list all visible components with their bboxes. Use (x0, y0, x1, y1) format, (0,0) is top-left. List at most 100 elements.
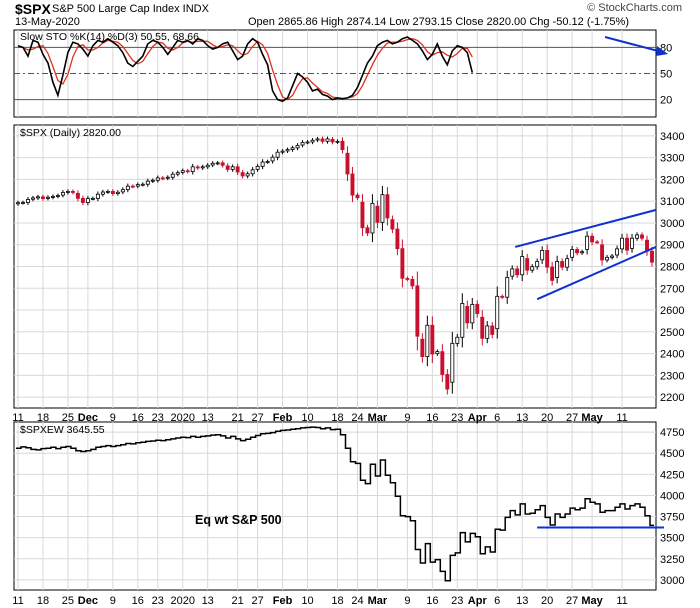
ew-x-label: May (581, 595, 603, 607)
spx-candle (455, 336, 460, 344)
spx-candle (465, 306, 470, 324)
spx-candle (255, 165, 260, 170)
ew-tick-label: 4250 (660, 469, 684, 481)
spx-candle (120, 189, 125, 193)
ew-tick-label: 4750 (660, 427, 684, 439)
spx-title: $SPX (Daily) 2820.00 (20, 127, 121, 139)
spx-candle (460, 303, 465, 338)
spx-x-label: Dec (78, 412, 98, 424)
spx-candle (135, 184, 140, 187)
spx-candle (330, 138, 335, 143)
spx-candle (105, 190, 110, 193)
spx-x-label: 6 (494, 412, 500, 424)
spx-x-label: 9 (404, 412, 410, 424)
spx-x-label: 23 (451, 412, 463, 424)
spx-x-label: 11 (12, 412, 23, 424)
spx-candle (400, 248, 405, 279)
spx-candle (425, 324, 430, 358)
ew-x-label: 21 (232, 595, 244, 607)
spx-candle (505, 276, 510, 298)
spx-candle (530, 266, 535, 271)
spx-candle (50, 196, 55, 198)
ew-x-label: 23 (451, 595, 463, 607)
spx-candle (290, 147, 295, 150)
spx-x-label: 10 (301, 412, 313, 424)
spx-candle (385, 194, 390, 219)
spx-x-label: 18 (37, 412, 49, 424)
spx-candle (180, 170, 185, 173)
ew-x-label: Apr (468, 595, 488, 607)
spx-x-label: 24 (351, 412, 363, 424)
spx-candle (145, 180, 150, 185)
spx-candle (265, 161, 270, 163)
spx-x-label: 9 (110, 412, 116, 424)
spx-candle (75, 192, 80, 199)
spx-x-label: Mar (368, 412, 388, 424)
spx-candle (560, 261, 565, 268)
spx-candle (410, 278, 415, 287)
spx-candle (65, 190, 70, 193)
spx-candle (295, 145, 300, 149)
ew-x-label: 24 (351, 595, 363, 607)
spx-x-label: 25 (62, 412, 74, 424)
ew-x-label: Dec (78, 595, 98, 607)
spx-candle (605, 256, 610, 261)
spx-candle (165, 176, 170, 179)
spx-candle (395, 228, 400, 250)
spx-candle (615, 248, 620, 256)
spx-tick-label: 3400 (660, 131, 684, 143)
spx-candle (370, 202, 375, 234)
spx-candle (190, 166, 195, 172)
ew-annotation: Eq wt S&P 500 (195, 513, 282, 527)
spx-candle (600, 244, 605, 261)
ew-tick-label: 4500 (660, 448, 684, 460)
spx-candle (350, 173, 355, 196)
spx-candle (125, 185, 130, 191)
spx-candle (585, 235, 590, 250)
spx-candle (415, 285, 420, 337)
spx-candle (285, 149, 290, 152)
spx-candle (580, 251, 585, 254)
spx-candle (95, 193, 100, 199)
spx-candle (610, 255, 615, 258)
spx-candle (210, 162, 215, 166)
spx-candle (80, 197, 85, 203)
spx-candle (225, 165, 230, 170)
ew-tick-label: 3500 (660, 533, 684, 545)
spx-candle (185, 170, 190, 173)
ew-tick-label: 3250 (660, 554, 684, 566)
ew-x-label: 25 (62, 595, 74, 607)
spx-candle (320, 138, 325, 142)
spx-tick-label: 2200 (660, 392, 684, 404)
spx-candle (650, 250, 654, 263)
spx-candle (525, 258, 530, 271)
spx-tick-label: 2900 (660, 240, 684, 252)
ew-x-label: 9 (404, 595, 410, 607)
ew-tick-label: 4000 (660, 490, 684, 502)
spx-candle (490, 325, 495, 335)
spx-x-label: 20 (541, 412, 553, 424)
symbol-title: $SPX (15, 1, 51, 17)
ew-x-label: 6 (494, 595, 500, 607)
spx-tick-label: 3100 (660, 196, 684, 208)
spx-candle (305, 141, 310, 144)
spx-candle (60, 192, 65, 196)
ew-x-label: 16 (426, 595, 438, 607)
spx-candle (495, 295, 500, 330)
spx-candle (270, 156, 275, 162)
spx-x-label: May (581, 412, 603, 424)
spx-candle (280, 150, 285, 153)
spx-candle (220, 162, 225, 166)
spx-candle (130, 185, 135, 188)
ew-x-label: Feb (273, 595, 293, 607)
spx-candle (110, 190, 115, 194)
spx-candle (160, 177, 165, 180)
ew-title: $SPXEW 3645.55 (20, 424, 105, 436)
ew-x-label: 23 (152, 595, 164, 607)
sto-k-line (17, 36, 474, 103)
panel-frame (13, 421, 657, 591)
spx-candle (500, 295, 505, 298)
spx-candle (150, 179, 155, 182)
chart-date: 13-May-2020 (15, 16, 80, 28)
stockcharts-brand: © StockCharts.com (587, 2, 682, 14)
